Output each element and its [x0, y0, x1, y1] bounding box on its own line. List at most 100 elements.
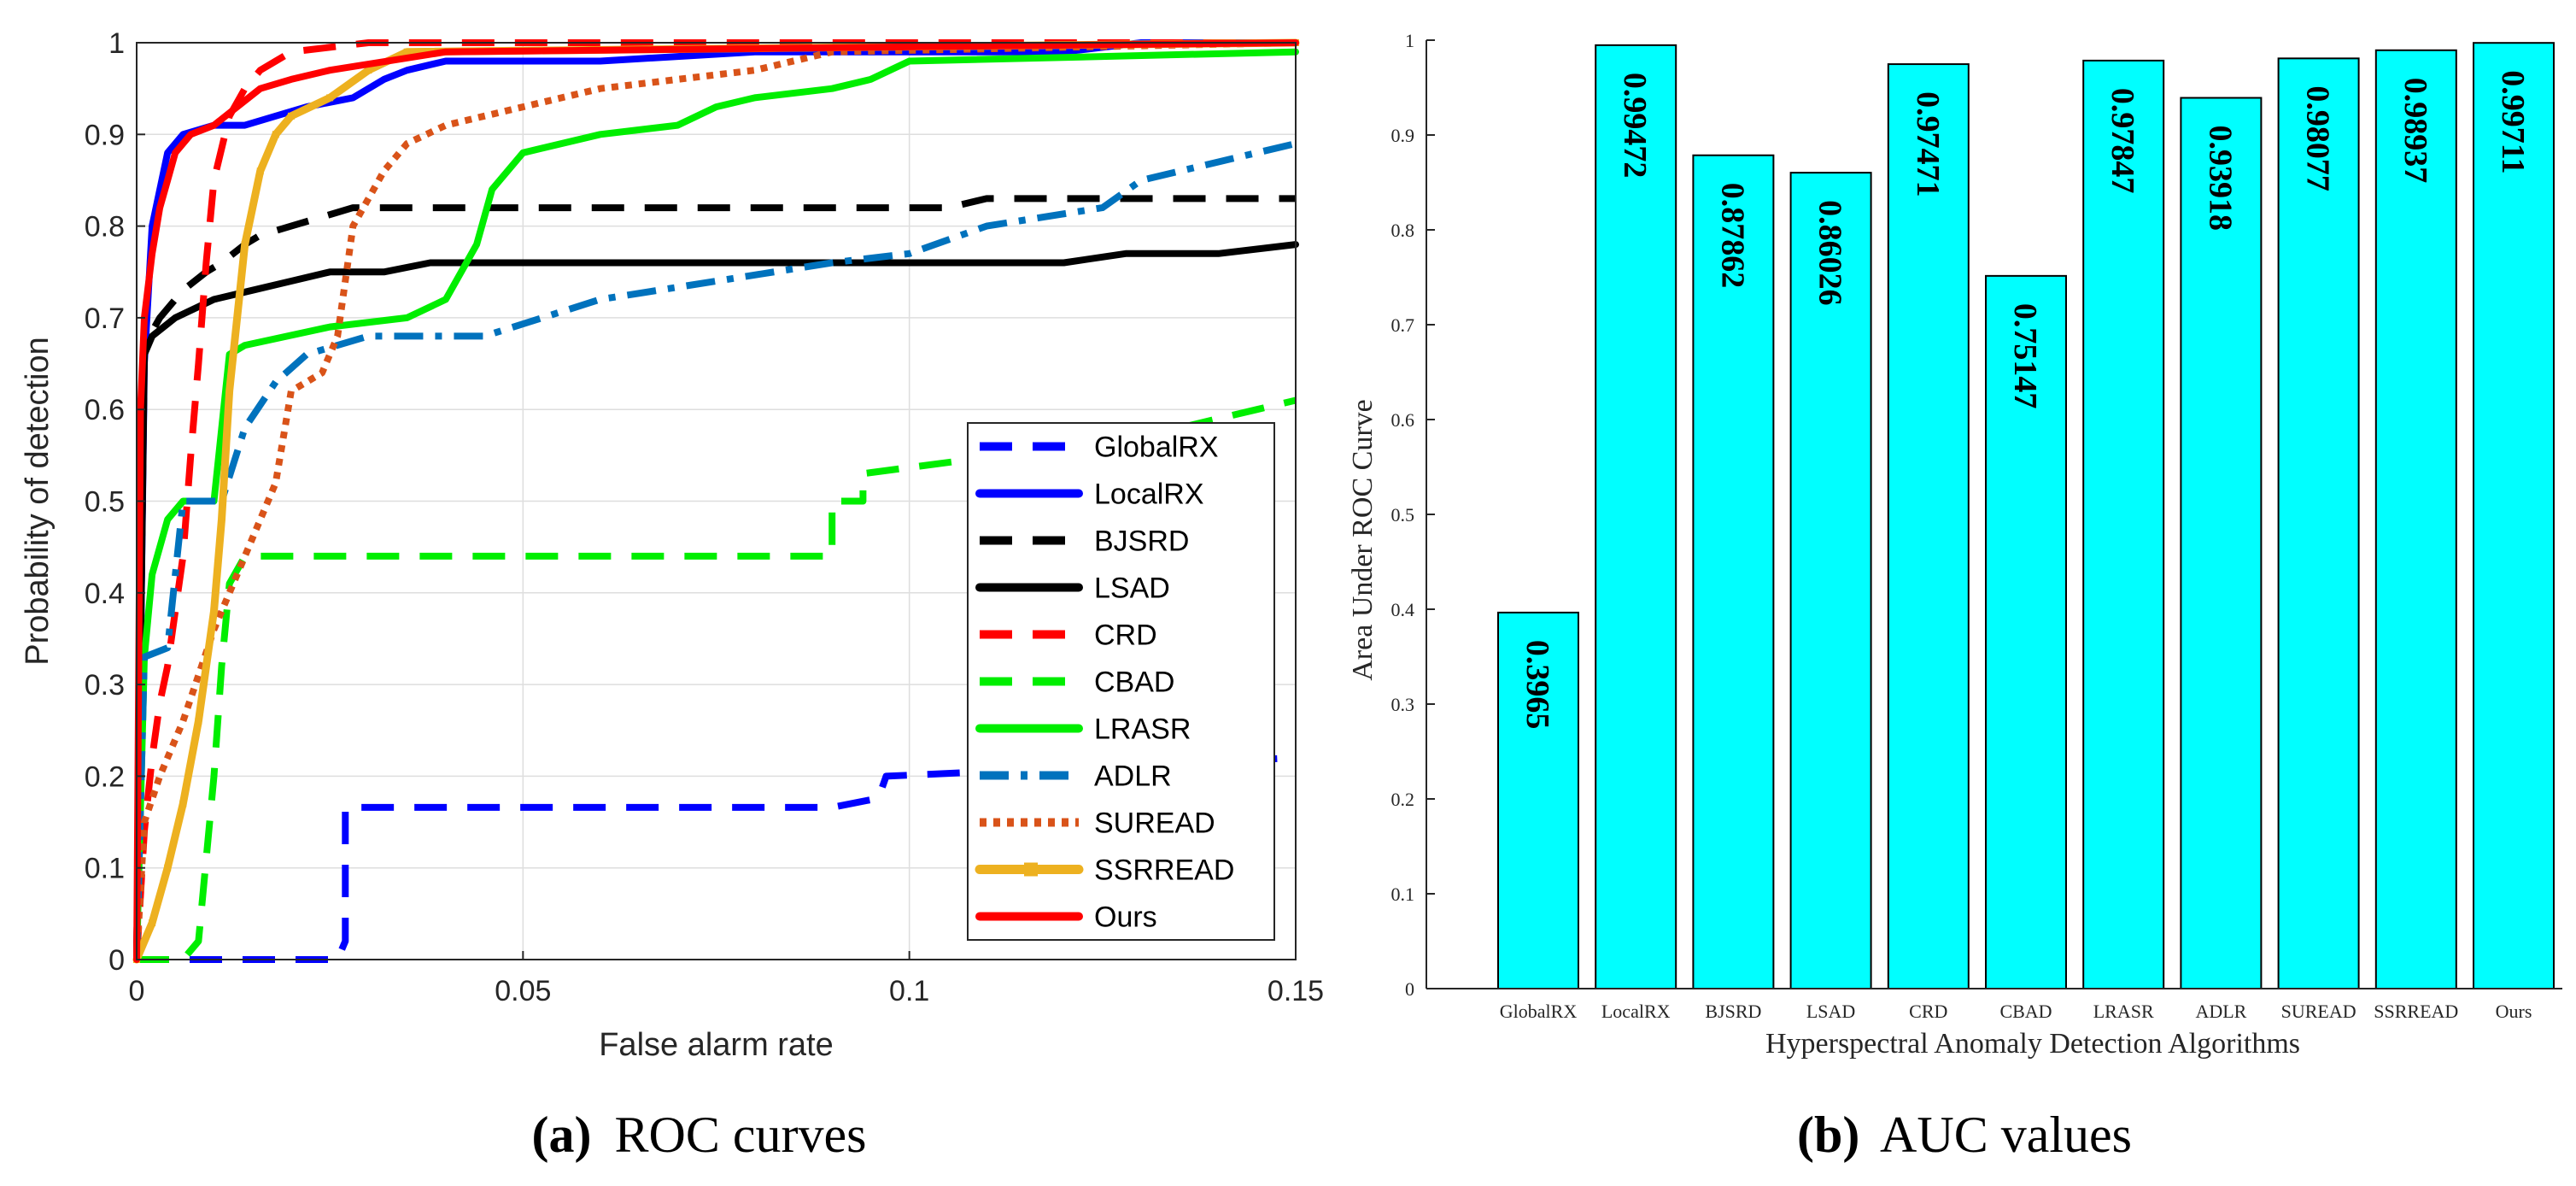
roc-line-localrx	[133, 39, 1299, 963]
roc-y-tick-label: 0.1	[85, 853, 125, 885]
roc-marker-ssrread	[195, 718, 202, 725]
roc-legend-label-ssrread: SSRREAD	[1094, 854, 1234, 887]
roc-line-lsad	[133, 241, 1299, 963]
auc-bar-localrx	[1595, 44, 1677, 989]
roc-line-lrasr	[133, 48, 1299, 963]
auc-x-tick-label: SUREAD	[2281, 1001, 2356, 1022]
roc-caption-text: ROC curves	[615, 1107, 867, 1163]
roc-line-ours	[133, 39, 1299, 963]
auc-bar-value-label-lsad: 0.86026	[1812, 200, 1848, 305]
roc-y-tick-label: 0	[108, 944, 125, 977]
auc-bars-group: 0.3965 0.99472 0.87862 0.86026 0.97471 0.7514…	[1497, 42, 2555, 990]
auc-y-tick-label: 0.8	[1391, 220, 1415, 241]
auc-x-tick-label: SSRREAD	[2374, 1001, 2458, 1022]
auc-caption-letter: (b)	[1797, 1107, 1859, 1163]
roc-legend-box	[967, 422, 1275, 941]
roc-y-tick-label: 0.2	[85, 760, 125, 793]
auc-bar-value-label-ours: 0.99711	[2495, 70, 2531, 173]
auc-bar-bjsrd	[1692, 154, 1775, 989]
roc-marker-ssrread	[326, 94, 334, 102]
auc-x-tick-label: CBAD	[1999, 1001, 2052, 1022]
roc-line-ssrread	[132, 38, 1300, 964]
auc-y-ticks: 0 0.1 0.2 0.3 0.4 0.5 0.6 0.7 0.8 0.9 1	[1391, 30, 1435, 1000]
roc-legend-label-cbad: CBAD	[1094, 666, 1174, 699]
auc-bar-globalrx	[1497, 611, 1579, 989]
auc-x-tick-label: LocalRX	[1601, 1001, 1671, 1022]
roc-legend-label-localrx: LocalRX	[1094, 479, 1204, 511]
auc-y-tick-label: 0.6	[1391, 409, 1415, 431]
auc-bar-value-label-ssrread: 0.98937	[2397, 78, 2433, 184]
roc-line-adlr	[133, 140, 1297, 960]
auc-caption: (b) AUC values	[1797, 1107, 2132, 1163]
roc-legend-label-adlr: ADLR	[1094, 760, 1172, 793]
roc-marker-ssrread	[241, 241, 249, 249]
auc-x-tick-label: Ours	[2496, 1001, 2532, 1022]
roc-line-globalrx	[137, 754, 1297, 963]
roc-y-axis-label: Probability of detection	[20, 337, 56, 665]
auc-y-tick-label: 0	[1405, 978, 1414, 1000]
roc-x-tick-label: 0	[129, 975, 145, 1007]
roc-y-tick-label: 1	[108, 27, 125, 60]
auc-x-axis-label: Hyperspectral Anomaly Detection Algorith…	[1765, 1028, 2300, 1060]
roc-caption: (a) ROC curves	[532, 1107, 867, 1163]
roc-y-tick-label: 0.5	[85, 486, 125, 519]
auc-bar-value-label-bjsrd: 0.87862	[1714, 183, 1750, 289]
auc-caption-text: AUC values	[1880, 1107, 2132, 1163]
auc-bar-value-label-suread: 0.98077	[2300, 85, 2336, 191]
roc-marker-ssrread	[403, 48, 411, 56]
auc-x-tick-label: LRASR	[2093, 1001, 2154, 1022]
auc-bar-ours	[2473, 42, 2555, 990]
auc-bar-value-label-crd: 0.97471	[1910, 91, 1946, 197]
auc-bar-suread	[2277, 57, 2360, 989]
auc-y-tick-label: 1	[1405, 30, 1414, 51]
roc-marker-ssrread	[218, 515, 225, 523]
auc-y-tick-label: 0.1	[1391, 884, 1415, 905]
auc-x-tick-label: CRD	[1909, 1001, 1947, 1022]
auc-x-tick-label: LSAD	[1806, 1001, 1855, 1022]
roc-caption-letter: (a)	[532, 1107, 592, 1163]
roc-legend-label-ours: Ours	[1094, 901, 1157, 934]
roc-y-tick-label: 0.8	[85, 211, 125, 244]
auc-y-tick-label: 0.5	[1391, 504, 1415, 525]
auc-bar-value-label-cbad: 0.75147	[2007, 303, 2043, 409]
roc-x-ticks: 0 0.05 0.1 0.15	[129, 951, 1324, 1007]
roc-x-tick-label: 0.15	[1268, 975, 1324, 1007]
auc-bar-ssrread	[2374, 49, 2457, 989]
roc-marker-ssrread	[272, 131, 279, 138]
auc-y-tick-label: 0.9	[1391, 125, 1415, 146]
roc-y-tick-label: 0.4	[85, 578, 125, 610]
auc-y-tick-label: 0.2	[1391, 789, 1415, 810]
roc-marker-ssrread	[256, 167, 264, 175]
auc-y-axis-label: Area Under ROC Curve	[1347, 399, 1379, 681]
roc-y-tick-label: 0.6	[85, 394, 125, 426]
roc-legend-label-lrasr: LRASR	[1094, 713, 1191, 746]
auc-x-tick-label: GlobalRX	[1500, 1001, 1578, 1022]
roc-marker-ssrread	[225, 387, 233, 395]
roc-series-group	[132, 38, 1300, 964]
roc-x-tick-label: 0.1	[889, 975, 929, 1007]
auc-bar-value-label-lrasr: 0.97847	[2105, 88, 2140, 194]
roc-line-suread	[133, 39, 1297, 960]
roc-legend-marker-ssrread	[1024, 862, 1038, 877]
auc-x-ticks: GlobalRX LocalRX BJSRD LSAD CRD CBAD LRASR ADLR…	[1500, 1001, 2532, 1022]
roc-y-tick-label: 0.3	[85, 669, 125, 702]
auc-bar-adlr	[2180, 97, 2263, 989]
auc-bar-value-label-globalrx: 0.3965	[1519, 640, 1555, 730]
roc-y-ticks: 0 0.1 0.2 0.3 0.4 0.5 0.6 0.7 0.8 0.9 1	[85, 27, 145, 977]
roc-legend: GlobalRX LocalRX BJSRD LSAD CRD CBAD LRASR ADLR…	[967, 422, 1275, 941]
auc-y-tick-label: 0.4	[1391, 599, 1415, 620]
roc-legend-label-globalrx: GlobalRX	[1094, 432, 1219, 464]
auc-bar-value-label-adlr: 0.93918	[2202, 126, 2238, 232]
roc-x-axis-label: False alarm rate	[599, 1027, 834, 1063]
roc-marker-ssrread	[287, 112, 295, 120]
roc-marker-ssrread	[210, 608, 218, 615]
roc-marker-ssrread	[365, 67, 372, 74]
roc-marker-ssrread	[149, 919, 156, 927]
roc-legend-label-lsad: LSAD	[1094, 572, 1170, 605]
auc-bar-lrasr	[2082, 59, 2165, 989]
roc-y-tick-label: 0.7	[85, 302, 125, 335]
roc-chart: 0 0.05 0.1 0.15 0 0.1 0.2 0.3 0.4 0.5 0.6 0.7 0.8 0.…	[20, 27, 1324, 1163]
auc-y-tick-label: 0.7	[1391, 314, 1415, 336]
auc-bar-value-label-localrx: 0.99472	[1617, 73, 1653, 179]
